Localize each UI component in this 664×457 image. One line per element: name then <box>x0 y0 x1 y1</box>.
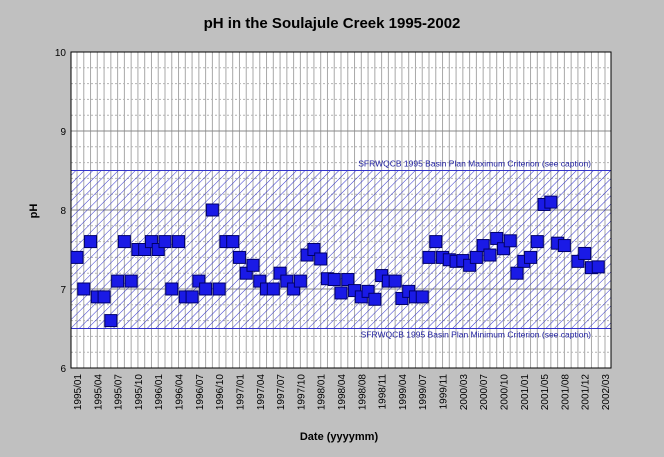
data-point <box>212 282 226 296</box>
data-point <box>185 290 199 304</box>
x-tick-label: 2002/03 <box>601 374 612 411</box>
x-tick-label: 2000/03 <box>459 374 470 411</box>
data-point <box>246 258 260 272</box>
data-point <box>124 274 138 288</box>
y-axis-label: pH <box>28 204 40 219</box>
x-tick-label: 1996/01 <box>154 374 165 411</box>
data-point <box>165 282 179 296</box>
x-tick-label: 1998/04 <box>337 374 348 411</box>
x-tick-label: 1999/04 <box>398 374 409 411</box>
data-point <box>327 273 341 287</box>
x-tick-label: 1997/10 <box>296 374 307 411</box>
x-tick-label: 1995/07 <box>114 374 125 411</box>
x-tick-label: 2001/12 <box>581 374 592 411</box>
data-point <box>469 250 483 264</box>
y-tick-label: 8 <box>60 206 66 217</box>
data-point <box>524 250 538 264</box>
data-point <box>232 250 246 264</box>
x-tick-label: 2001/08 <box>560 374 571 411</box>
data-point <box>368 292 382 306</box>
data-point <box>503 234 517 248</box>
data-point <box>415 290 429 304</box>
data-point <box>77 282 91 296</box>
data-point <box>544 195 558 209</box>
data-point <box>199 282 213 296</box>
x-tick-label: 2001/05 <box>540 374 551 411</box>
data-point <box>490 231 504 245</box>
y-tick-label: 9 <box>60 127 66 138</box>
data-point <box>578 246 592 260</box>
data-point <box>341 273 355 287</box>
x-tick-label: 1995/10 <box>134 374 145 411</box>
data-point <box>557 239 571 253</box>
x-tick-label: 1996/04 <box>175 374 186 411</box>
data-point <box>172 235 186 249</box>
data-point <box>429 235 443 249</box>
data-point <box>388 274 402 288</box>
x-tick-label: 1998/08 <box>357 374 368 411</box>
x-tick-label: 1996/07 <box>195 374 206 411</box>
data-point <box>334 286 348 300</box>
data-point <box>530 235 544 249</box>
x-tick-label: 2001/01 <box>520 374 531 411</box>
data-point <box>205 203 219 217</box>
x-tick-label: 1998/01 <box>317 374 328 411</box>
x-tick-label: 1998/11 <box>378 374 389 410</box>
x-tick-label: 1995/01 <box>73 374 84 411</box>
data-point <box>266 282 280 296</box>
x-tick-label: 1997/07 <box>276 374 287 411</box>
data-point <box>117 235 131 249</box>
x-tick-label: 1999/11 <box>439 374 450 410</box>
data-point <box>314 252 328 266</box>
data-point <box>97 290 111 304</box>
data-point <box>104 314 118 328</box>
y-tick-label: 10 <box>55 48 67 59</box>
data-point <box>84 235 98 249</box>
x-tick-label: 2000/07 <box>479 374 490 411</box>
data-point <box>591 260 605 274</box>
data-point <box>111 274 125 288</box>
data-point <box>483 248 497 262</box>
data-point <box>158 235 172 249</box>
data-point <box>70 250 84 264</box>
y-tick-label: 7 <box>60 285 66 296</box>
y-tick-label: 6 <box>60 364 66 375</box>
data-point <box>226 235 240 249</box>
x-axis-label: Date (yyyymm) <box>300 431 379 443</box>
data-point <box>510 266 524 280</box>
x-tick-label: 2000/10 <box>499 374 510 411</box>
data-point <box>422 250 436 264</box>
x-tick-label: 1997/01 <box>235 374 246 411</box>
x-tick-label: 1996/10 <box>215 374 226 411</box>
plot-frame <box>70 51 612 369</box>
x-tick-label: 1995/04 <box>93 374 104 411</box>
x-tick-label: 1999/07 <box>418 374 429 411</box>
min-criterion-label: SFRWQCB 1995 Basin Plan Minimum Criterio… <box>361 330 592 340</box>
max-criterion-label: SFRWQCB 1995 Basin Plan Maximum Criterio… <box>358 159 591 169</box>
data-points <box>70 195 605 328</box>
chart-title: pH in the Soulajule Creek 1995-2002 <box>204 15 461 32</box>
x-tick-label: 1997/04 <box>256 374 267 411</box>
data-point <box>293 274 307 288</box>
